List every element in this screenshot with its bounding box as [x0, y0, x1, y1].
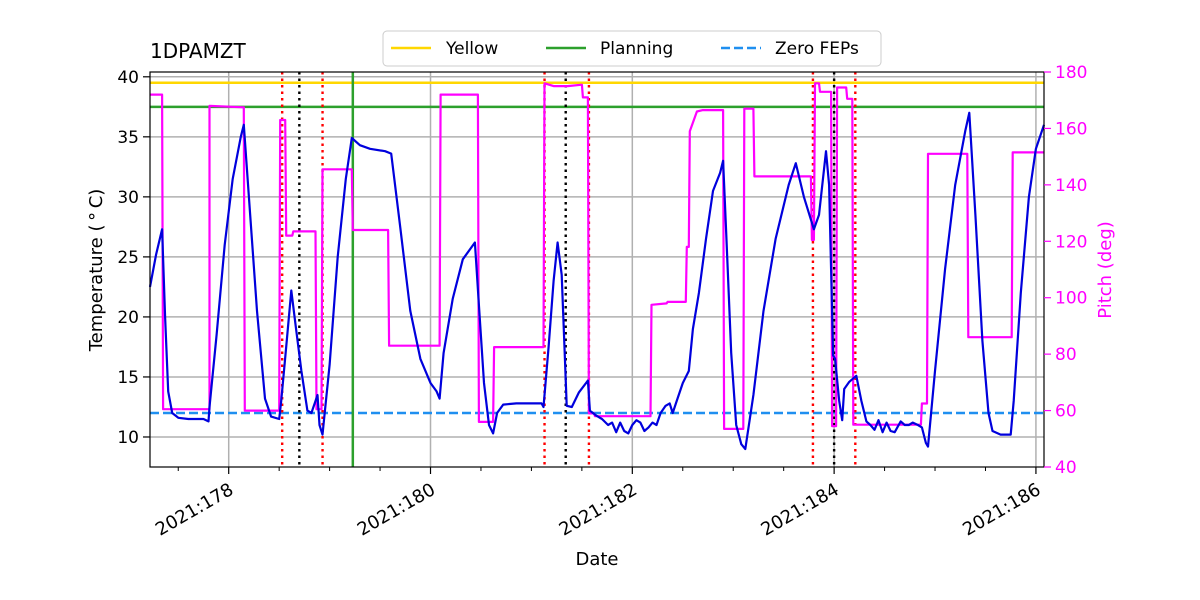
x-tick-label: 2021:178: [152, 479, 237, 540]
y-left-tick-label: 35: [117, 128, 139, 148]
series-layer: [148, 82, 1046, 451]
y-right-tick-label: 180: [1055, 63, 1087, 83]
x-tick-label: 2021:186: [959, 479, 1044, 540]
y-left-tick-label: 10: [117, 428, 139, 448]
y-left-tick-label: 40: [117, 68, 139, 88]
x-tick-label: 2021:184: [757, 479, 842, 540]
legend-label-zero-feps: Zero FEPs: [775, 39, 859, 59]
y-right-tick-label: 60: [1055, 402, 1077, 422]
y-axis-label-right: Pitch (deg): [1095, 221, 1116, 319]
y-right-tick-label: 100: [1055, 289, 1087, 309]
x-axis-label: Date: [575, 549, 618, 570]
y-right-tick-label: 120: [1055, 232, 1087, 252]
y-left-tick-label: 15: [117, 368, 139, 388]
y-right-tick-label: 140: [1055, 176, 1087, 196]
y-right-tick-label: 80: [1055, 345, 1077, 365]
legend-label-yellow: Yellow: [445, 39, 498, 59]
y-left-tick-label: 25: [117, 248, 139, 268]
y-right-tick-label: 40: [1055, 458, 1077, 478]
y-left-tick-label: 30: [117, 188, 139, 208]
pitch-series-line: [150, 82, 1044, 430]
plot-area: [150, 72, 1044, 467]
y-right-tick-label: 160: [1055, 119, 1087, 139]
x-tick-label: 2021:182: [556, 479, 641, 540]
temperature-series-line: [148, 111, 1046, 451]
legend-label-planning: Planning: [600, 39, 673, 59]
y-left-tick-label: 20: [117, 308, 139, 328]
x-tick-label: 2021:180: [354, 479, 439, 540]
chart-title: 1DPAMZT: [150, 39, 247, 63]
legend: Yellow Planning Zero FEPs: [382, 30, 882, 67]
plot-frame: [149, 71, 1045, 468]
y-axis-label-left: Temperature ( ° C): [86, 189, 107, 353]
legend-box: [382, 30, 882, 67]
